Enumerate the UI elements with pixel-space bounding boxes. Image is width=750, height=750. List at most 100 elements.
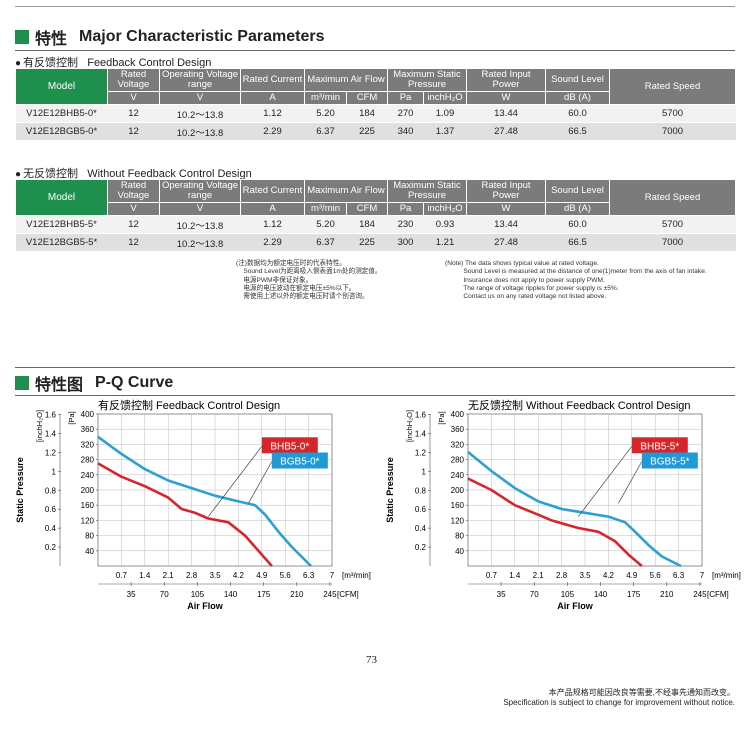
x-tick-cfm: 210 — [660, 590, 674, 599]
y-tick-pa: 40 — [85, 547, 94, 556]
value-cell: 184 — [346, 104, 388, 123]
th-unit: A — [240, 202, 305, 216]
x-unit-m3: [m³/min] — [712, 571, 741, 580]
nofeedback-subtitle: ● 无反馈控制 Without Feedback Control Design — [15, 168, 252, 180]
y-tick-pa: 80 — [85, 532, 94, 541]
x-tick-m3: 5.6 — [650, 571, 662, 580]
y-tick-inch: 1.4 — [415, 429, 427, 438]
th-unit: inchH₂O — [422, 91, 468, 105]
value-cell: 340 — [387, 122, 424, 141]
model-cell: V12E12BGB5-0* — [15, 122, 108, 141]
x-tick-cfm: 175 — [627, 590, 641, 599]
pq-header-en: P-Q Curve — [95, 374, 174, 391]
y-unit-pa: [Pa] — [67, 411, 76, 424]
y-tick-pa: 80 — [455, 532, 464, 541]
x-tick-m3: 4.9 — [626, 571, 638, 580]
pq-top-rule — [15, 367, 735, 368]
value-cell: 230 — [387, 215, 424, 234]
callout-leader — [248, 461, 273, 504]
page-number: 73 — [366, 654, 377, 666]
x-tick-m3: 2.1 — [163, 571, 175, 580]
th-unit: Pa — [387, 202, 424, 216]
y-tick-pa: 400 — [81, 410, 95, 419]
x-tick-cfm: 70 — [160, 590, 169, 599]
th-unit: W — [466, 202, 547, 216]
y-axis-label: Static Pressure — [385, 457, 395, 523]
th-max-static: Maximum Static Pressure — [386, 179, 468, 203]
green-square-icon — [15, 376, 29, 390]
value-cell: 7000 — [609, 122, 736, 141]
x-tick-m3: 1.4 — [509, 571, 521, 580]
th-unit: CFM — [346, 202, 388, 216]
x-tick-cfm: 140 — [594, 590, 608, 599]
callout-leader — [578, 446, 633, 517]
chart-title: 有反馈控制 Feedback Control Design — [98, 398, 280, 412]
callout-leader — [208, 446, 263, 517]
y-axis-label: Static Pressure — [15, 457, 25, 523]
pq-header-cn: 特性图 — [35, 377, 84, 394]
x-tick-cfm: 140 — [224, 590, 238, 599]
y-tick-inch: 1.6 — [415, 411, 427, 420]
y-tick-pa: 400 — [451, 410, 465, 419]
x-tick-m3: 2.8 — [556, 571, 568, 580]
x-tick-m3: 1.4 — [139, 571, 151, 580]
notes-cn: (注)数据均为额定电压时的代表特性。 Sound Level为距离吸入侧表面1m… — [236, 260, 382, 301]
x-tick-cfm: 70 — [530, 590, 539, 599]
th-rated-speed: Rated Speed — [609, 68, 737, 105]
value-cell: 2.29 — [240, 233, 305, 252]
value-cell: 10.2～13.8 — [159, 104, 241, 123]
x-tick-m3: 0.7 — [486, 571, 498, 580]
th-unit: dB (A) — [545, 202, 611, 216]
th-unit: Pa — [387, 91, 424, 105]
series-label: BHB5-5* — [640, 441, 679, 452]
th-unit: V — [159, 202, 241, 216]
chart-title: 无反馈控制 Without Feedback Control Design — [468, 398, 691, 412]
notes-en: (Note) The data shows typical value at r… — [445, 260, 707, 301]
th-unit: dB (A) — [545, 91, 611, 105]
y-tick-pa: 240 — [81, 471, 95, 480]
series-label: BHB5-0* — [270, 441, 309, 452]
y-tick-pa: 240 — [451, 471, 465, 480]
pq-chart-nofeedback: 无反馈控制 Without Feedback Control Design Sta… — [385, 398, 741, 611]
y-tick-pa: 200 — [451, 486, 465, 495]
y-tick-inch: 0.8 — [415, 486, 427, 495]
y-tick-inch: 1.2 — [415, 448, 427, 457]
series-line-bhb — [467, 477, 643, 567]
th-unit: A — [240, 91, 305, 105]
value-cell: 66.5 — [545, 122, 610, 141]
th-rated-voltage: Rated Voltage — [107, 179, 160, 203]
series-label: BGB5-5* — [650, 457, 690, 468]
x-axis-label: Air Flow — [557, 601, 593, 611]
th-sound: Sound Level — [545, 179, 611, 203]
value-cell: 225 — [346, 122, 388, 141]
value-cell: 66.5 — [545, 233, 610, 252]
value-cell: 12 — [107, 104, 160, 123]
value-cell: 27.48 — [466, 233, 546, 252]
th-unit: V — [107, 202, 160, 216]
value-cell: 13.44 — [466, 104, 546, 123]
feedback-rows: V12E12BHB5-0* 12 10.2～13.8 1.12 5.20 184 270 1.… — [15, 104, 736, 141]
value-cell: 270 — [387, 104, 424, 123]
th-model: Model — [15, 68, 108, 105]
y-tick-pa: 120 — [81, 516, 95, 525]
x-tick-cfm: 210 — [290, 590, 304, 599]
value-cell: 0.93 — [423, 215, 467, 234]
x-unit-cfm: [CFM] — [707, 590, 729, 599]
y-tick-pa: 280 — [451, 456, 465, 465]
pq-header-rule — [15, 395, 735, 396]
th-max-airflow: Maximum Air Flow — [304, 179, 388, 203]
x-tick-m3: 3.5 — [209, 571, 221, 580]
value-cell: 10.2～13.8 — [159, 122, 241, 141]
x-tick-cfm: 105 — [191, 590, 205, 599]
value-cell: 6.37 — [304, 233, 347, 252]
y-unit-pa: [Pa] — [437, 411, 446, 424]
th-unit: m³/min — [304, 202, 347, 216]
value-cell: 5.20 — [304, 215, 347, 234]
value-cell: 6.37 — [304, 122, 347, 141]
pq-graph-feedback: 有反馈控制 Feedback Control Design Static Pres… — [10, 396, 378, 625]
th-unit: inchH₂O — [422, 202, 468, 216]
x-tick-m3: 2.8 — [186, 571, 198, 580]
params-header-rule — [15, 50, 735, 51]
x-unit-m3: [m³/min] — [342, 571, 371, 580]
series-label-box — [271, 452, 328, 469]
